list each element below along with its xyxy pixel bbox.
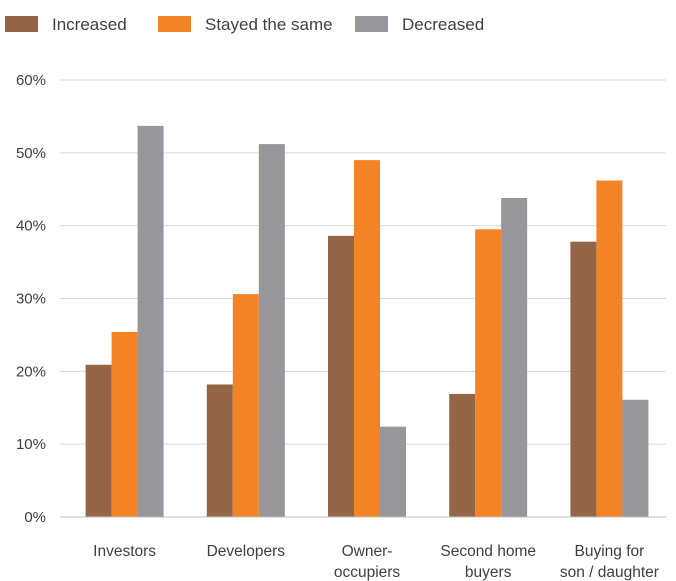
bar-increased-buying-for-son-daughter — [570, 241, 597, 517]
bar-increased-owner-occupiers — [328, 235, 354, 517]
x-axis-category-labels: Investors Developers Owner-occupiers Second… — [93, 543, 659, 581]
x-category-label: son / daughter — [560, 564, 659, 581]
y-axis-tick-labels: 0% 10% 20% 30% 40% 50% 60% — [16, 72, 46, 526]
y-tick-label: 60% — [16, 72, 46, 89]
x-category-label: Investors — [93, 543, 156, 560]
x-category-label: Developers — [207, 543, 286, 560]
y-tick-label: 40% — [16, 218, 46, 235]
x-category-label: Second home — [440, 543, 536, 560]
bar-stayed-the-same-investors — [111, 332, 138, 517]
bar-decreased-investors — [137, 125, 164, 517]
y-tick-label: 0% — [24, 509, 46, 526]
bar-stayed-the-same-second-home-buyers — [475, 229, 502, 517]
x-category-label: buyers — [465, 564, 512, 581]
x-category-label: Owner- — [342, 543, 393, 560]
legend-swatch-increased — [5, 16, 38, 32]
legend-swatch-decreased — [355, 16, 388, 32]
y-tick-label: 30% — [16, 291, 46, 308]
bar-decreased-second-home-buyers — [501, 197, 528, 518]
bar-decreased-developers — [258, 144, 285, 518]
bar-decreased-buying-for-son-daughter — [622, 399, 649, 517]
y-tick-label: 20% — [16, 363, 46, 380]
legend-label-stayed-the-same: Stayed the same — [205, 15, 333, 34]
x-category-label: Buying for — [575, 543, 645, 560]
y-tick-label: 10% — [16, 436, 46, 453]
bar-stayed-the-same-owner-occupiers — [354, 160, 380, 517]
bar-decreased-owner-occupiers — [380, 426, 406, 517]
bar-increased-second-home-buyers — [449, 393, 476, 517]
bar-series — [85, 125, 649, 518]
legend-label-increased: Increased — [52, 15, 127, 34]
legend-swatch-stayed-the-same — [158, 16, 191, 32]
bar-increased-investors — [85, 364, 112, 517]
legend-label-decreased: Decreased — [402, 15, 484, 34]
x-category-label: occupiers — [334, 564, 401, 581]
bar-stayed-the-same-buying-for-son-daughter — [596, 180, 623, 517]
y-tick-label: 50% — [16, 145, 46, 162]
bar-stayed-the-same-developers — [232, 294, 259, 517]
chart-legend: Increased Stayed the same Decreased — [5, 15, 484, 34]
bar-increased-developers — [206, 384, 233, 517]
